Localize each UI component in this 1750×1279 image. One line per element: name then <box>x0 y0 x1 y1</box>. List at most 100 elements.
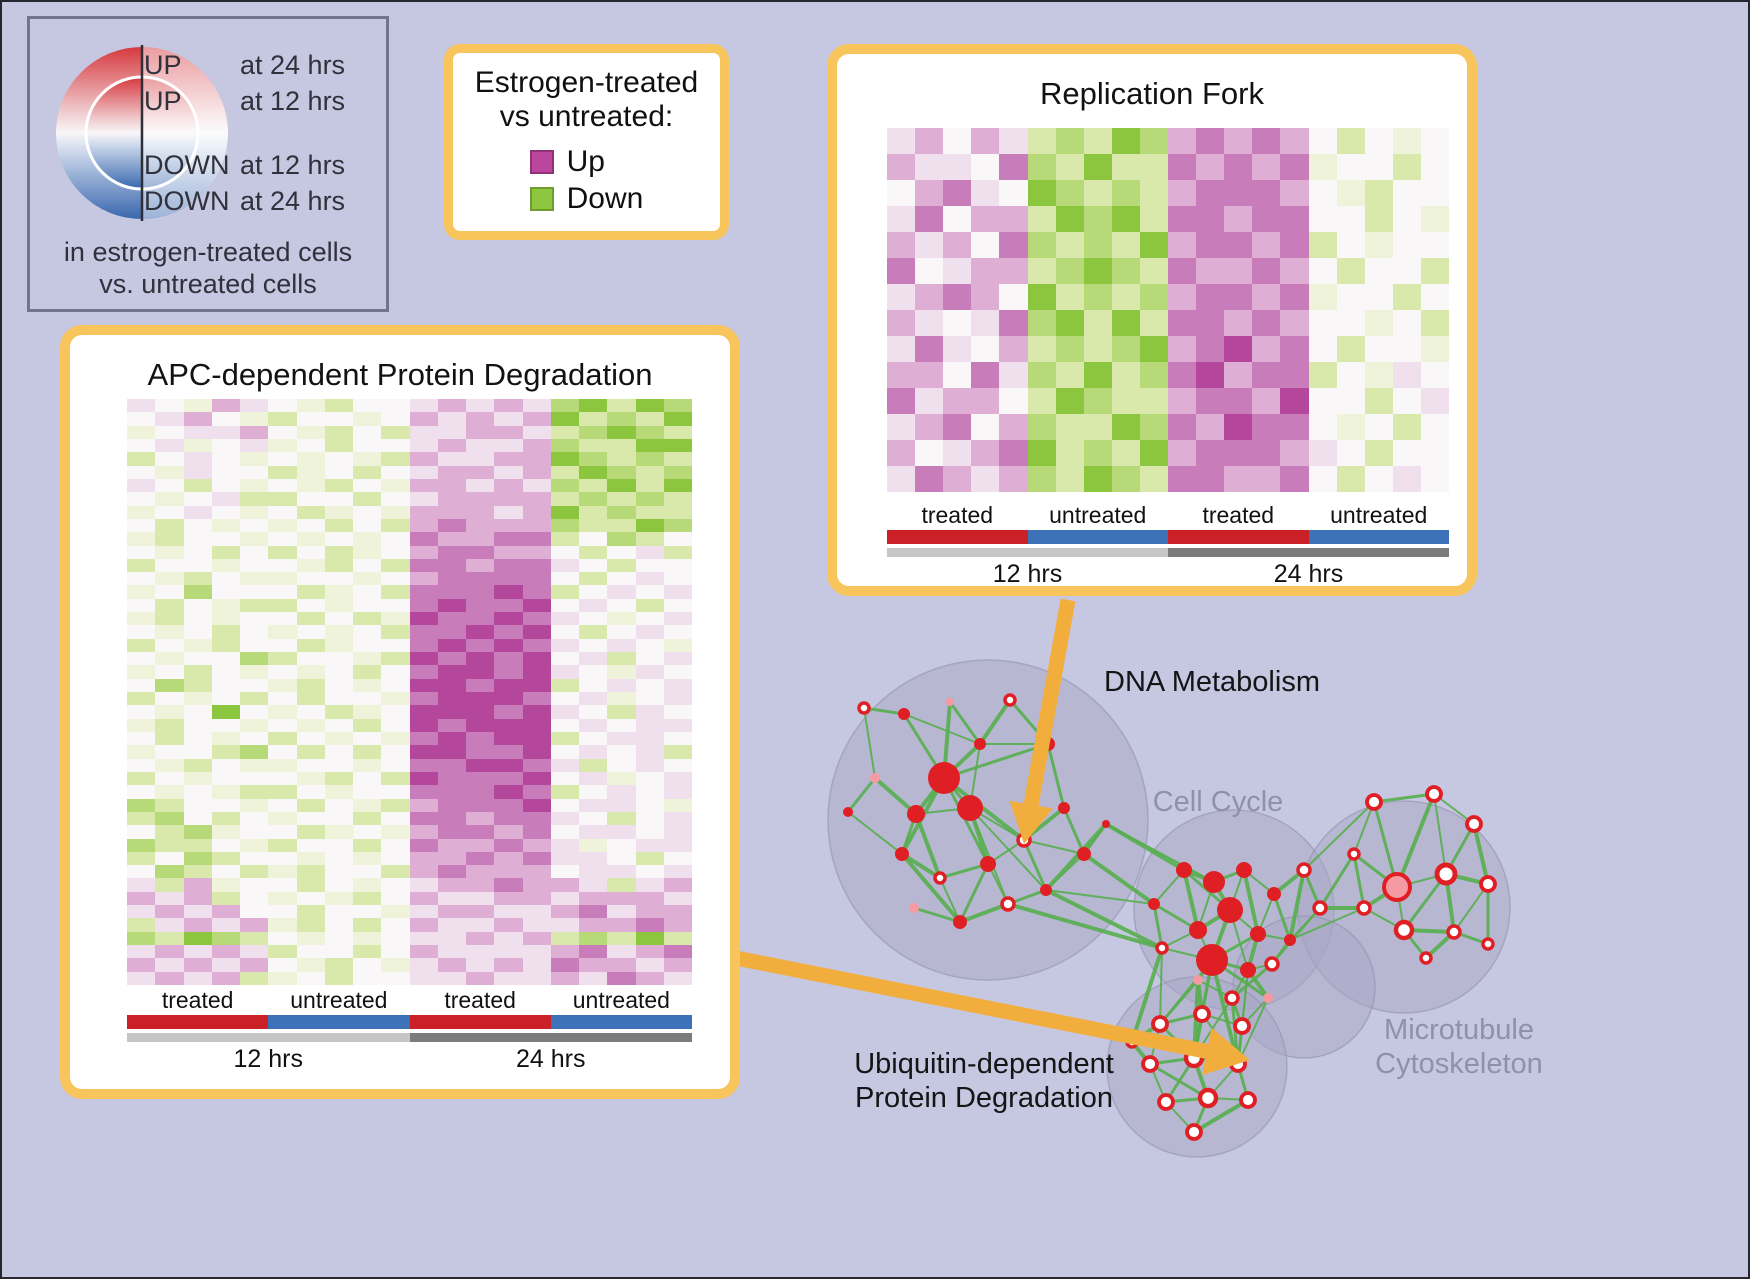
network-node-ring <box>1239 1091 1257 1109</box>
network-edge <box>1444 873 1456 933</box>
heatmap-cell <box>971 284 1000 310</box>
heatmap-cell <box>550 731 579 746</box>
network-edge <box>1231 969 1249 999</box>
heatmap-cell <box>155 492 184 506</box>
heatmap-cell <box>1392 180 1421 206</box>
network-edge <box>1192 959 1214 1059</box>
heatmap-cell <box>183 878 212 892</box>
network-edge <box>1201 1013 1239 1065</box>
heatmap-cell <box>999 258 1028 284</box>
heatmap-cell <box>1336 128 1365 154</box>
heatmap-cell <box>268 678 297 692</box>
heatmap-cell <box>127 918 156 932</box>
heatmap-cell <box>635 452 664 466</box>
heatmap-cell <box>324 745 353 759</box>
heatmap-cell <box>324 971 353 985</box>
heatmap-cell <box>296 438 325 453</box>
network-edge <box>1403 928 1455 934</box>
heatmap-cell <box>550 891 579 906</box>
heatmap-cell <box>127 758 156 772</box>
heatmap-cell <box>127 585 156 599</box>
heatmap-cell <box>353 438 382 453</box>
heatmap-cell <box>127 558 156 573</box>
heatmap-cell <box>1280 232 1309 258</box>
heatmap-cell <box>522 625 551 639</box>
heatmap-cell <box>1055 336 1084 362</box>
heatmap-cell <box>607 958 636 972</box>
heatmap-cell <box>183 505 212 519</box>
network-edge <box>1196 959 1214 981</box>
heatmap-cell <box>1336 154 1365 180</box>
heatmap-cell <box>607 971 636 985</box>
heatmap-cell <box>1139 440 1168 466</box>
heatmap-cell <box>1196 154 1225 180</box>
heatmap-cell <box>522 758 551 772</box>
heatmap-cell <box>663 585 692 599</box>
heatmap-cell <box>437 532 466 546</box>
heatmap-cell <box>607 598 636 613</box>
heatmap-cell <box>635 558 664 573</box>
heatmap-cell <box>999 362 1028 388</box>
heatmap-cell <box>437 931 466 946</box>
time-bar <box>127 1033 692 1042</box>
network-edge <box>1159 1012 1203 1026</box>
heatmap-cell <box>915 310 944 336</box>
heatmap-cell <box>240 678 269 692</box>
heatmap-cell <box>268 598 297 613</box>
heatmap-cell <box>353 811 382 826</box>
heatmap-cell <box>353 492 382 506</box>
network-edge <box>1289 907 1321 941</box>
heatmap-cell <box>127 798 156 812</box>
heatmap-cell <box>466 971 495 985</box>
heatmap-cell <box>437 585 466 599</box>
heatmap-cell <box>971 466 1000 492</box>
heatmap-cell <box>211 492 240 506</box>
heatmap-cell <box>437 798 466 812</box>
heatmap-cell <box>183 865 212 879</box>
heatmap-cell <box>943 362 972 388</box>
heatmap-cell <box>353 918 382 932</box>
network-edge <box>1165 1101 1195 1133</box>
heatmap-cell <box>663 638 692 653</box>
heatmap-cell <box>466 505 495 519</box>
heatmap-cell <box>1420 336 1449 362</box>
heatmap-cell <box>409 505 438 519</box>
heatmap-cell <box>1111 258 1140 284</box>
heatmap-cell <box>324 532 353 546</box>
heatmap-cell <box>635 838 664 852</box>
heatmap-cell <box>466 438 495 453</box>
heatmap-cell <box>324 665 353 679</box>
heatmap-cell <box>240 545 269 559</box>
network-node-pink <box>909 903 919 913</box>
heatmap-cell <box>211 758 240 772</box>
network-edge <box>942 777 990 865</box>
heatmap-cell <box>127 825 156 839</box>
heatmap-cell <box>579 971 608 985</box>
heatmap-cell <box>1252 388 1281 414</box>
heatmap-cell <box>211 785 240 799</box>
heatmap-cell <box>127 851 156 866</box>
heatmap-cell <box>550 918 579 932</box>
heatmap-cell <box>296 971 325 985</box>
heatmap-cell <box>635 412 664 426</box>
network-edge <box>903 713 981 745</box>
heatmap-cell <box>240 598 269 613</box>
heatmap-cell <box>466 798 495 812</box>
cluster-ellipse-cell-cycle <box>1133 809 1335 1011</box>
heatmap-cell <box>268 958 297 972</box>
estrogen-legend-title: Estrogen-treated vs untreated: <box>453 66 720 134</box>
heatmap-cell <box>409 399 438 413</box>
heatmap-cell <box>409 945 438 959</box>
heatmap-cell <box>550 652 579 666</box>
heatmap-cell <box>324 678 353 692</box>
heatmap-cell <box>1308 440 1337 466</box>
heatmap-cell <box>466 891 495 906</box>
heatmap-cell <box>635 598 664 613</box>
heatmap-cell <box>296 652 325 666</box>
heatmap-cell <box>324 505 353 519</box>
heatmap-cell <box>522 532 551 546</box>
heatmap-cell <box>155 652 184 666</box>
network-node-ring <box>1224 990 1240 1006</box>
network-edge <box>948 701 982 745</box>
heatmap-cell <box>268 971 297 985</box>
